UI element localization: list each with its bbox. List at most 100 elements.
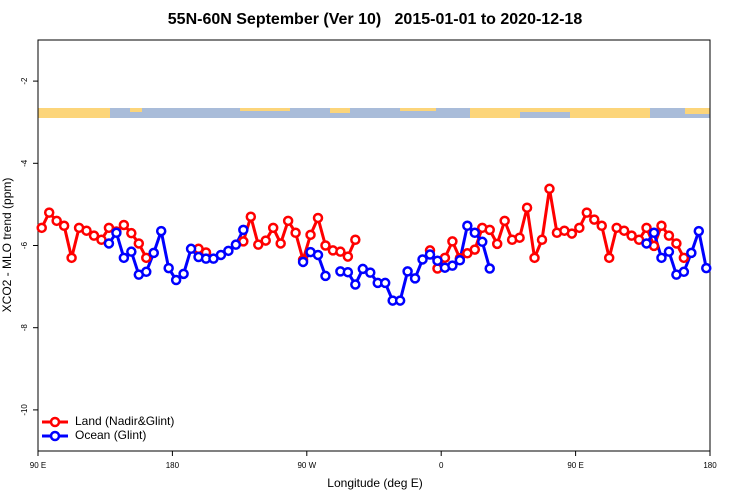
data-point (447, 260, 458, 271)
data-point (409, 273, 421, 284)
data-point (581, 207, 593, 218)
data-point (320, 270, 331, 282)
data-point (432, 255, 443, 266)
data-point (484, 224, 495, 236)
data-point (424, 249, 436, 260)
data-point (312, 212, 324, 224)
data-point (603, 252, 615, 264)
data-point (365, 267, 376, 278)
data-point (312, 249, 324, 261)
data-point (350, 234, 361, 245)
data-point (462, 220, 473, 232)
data-point (701, 262, 712, 274)
data-point (260, 235, 271, 246)
data-point (529, 252, 540, 264)
x-tick-label: 90 E (30, 461, 46, 470)
data-point (626, 230, 637, 241)
data-point (596, 220, 607, 232)
y-tick-label: -10 (20, 404, 29, 416)
data-point (126, 246, 137, 257)
data-point (469, 244, 481, 255)
data-point (648, 227, 660, 239)
data-point (342, 251, 354, 262)
land-ocean-band (38, 108, 710, 118)
data-point (185, 243, 197, 255)
data-point (574, 222, 585, 234)
x-tick-label: 180 (166, 461, 180, 470)
data-point (36, 222, 47, 234)
data-point (238, 224, 249, 236)
legend-marker (49, 430, 61, 442)
data-point (379, 277, 391, 289)
data-point (641, 238, 652, 249)
data-point (678, 252, 690, 264)
data-point (686, 247, 697, 259)
data-point (693, 225, 705, 237)
data-point (656, 220, 667, 232)
land-strip (400, 108, 436, 111)
data-point (126, 227, 137, 239)
data-point (678, 266, 690, 278)
data-point (103, 238, 115, 249)
data-point (88, 230, 100, 241)
data-point (350, 279, 361, 290)
data-point (118, 252, 130, 264)
y-tick-label: -2 (20, 77, 29, 85)
data-point (133, 238, 145, 249)
chart-title: 55N-60N September (Ver 10) 2015-01-01 to… (168, 11, 583, 28)
data-point (342, 266, 354, 278)
data-point (267, 222, 279, 234)
data-point (275, 238, 286, 249)
y-tick-label: -4 (20, 159, 29, 167)
data-point (417, 254, 428, 265)
data-point (671, 238, 682, 249)
ocean-strip (38, 108, 710, 118)
data-point (163, 262, 174, 274)
x-axis-label: Longitude (deg E) (327, 476, 422, 490)
data-point (178, 268, 189, 280)
data-point (141, 252, 152, 264)
land-strip (130, 108, 142, 112)
data-point (491, 238, 503, 250)
data-point (81, 225, 92, 236)
data-point (43, 207, 55, 218)
data-point (51, 215, 62, 227)
data-point (469, 227, 481, 239)
land-strip (38, 108, 110, 118)
data-point (66, 252, 77, 264)
data-point (521, 202, 533, 213)
land-strip (240, 108, 290, 111)
data-point (544, 183, 555, 195)
data-point (477, 236, 488, 248)
y-axis-label: XCO2 - MLO trend (ppm) (0, 178, 14, 313)
data-point (148, 247, 159, 259)
data-point (320, 240, 331, 251)
data-point (111, 227, 122, 239)
y-tick-label: -8 (20, 324, 29, 332)
data-point (141, 266, 152, 278)
data-point (447, 236, 458, 247)
x-tick-label: 90 W (297, 461, 316, 470)
data-point (297, 256, 309, 268)
data-point (589, 214, 600, 225)
data-point (58, 220, 70, 232)
data-point (641, 222, 652, 234)
data-point (536, 234, 548, 245)
legend-label: Ocean (Glint) (75, 428, 146, 442)
data-point (454, 255, 466, 266)
data-point (170, 274, 182, 286)
y-tick-label: -6 (20, 241, 29, 249)
data-point (514, 232, 525, 243)
data-point (566, 228, 578, 239)
data-point (394, 295, 406, 306)
data-point (215, 249, 227, 261)
data-point (499, 215, 510, 227)
ocean-strip (520, 112, 570, 118)
data-point (402, 266, 413, 277)
legend-marker (49, 416, 61, 428)
x-tick-label: 0 (439, 461, 444, 470)
data-point (118, 219, 130, 231)
data-point (245, 211, 257, 222)
